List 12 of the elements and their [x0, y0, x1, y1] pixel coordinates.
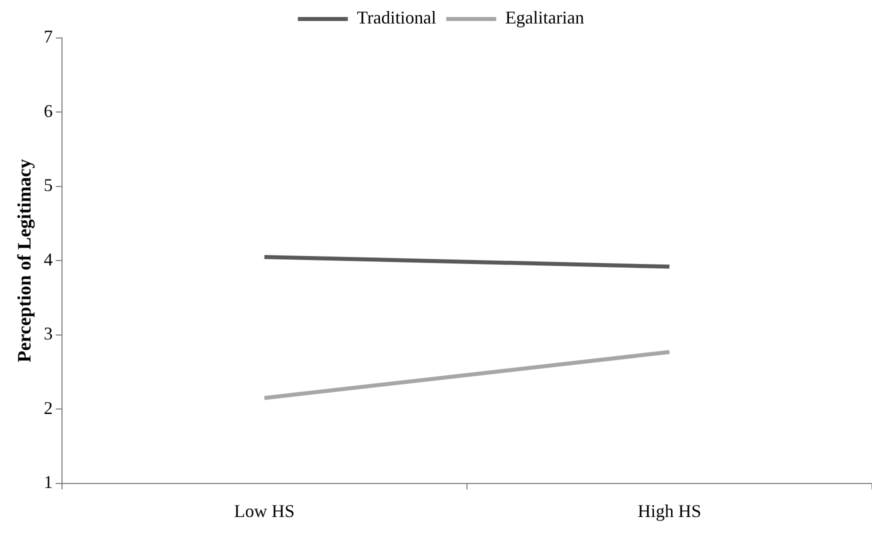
- y-axis-title: Perception of Legitimacy: [14, 158, 36, 362]
- y-tick-label: 6: [44, 100, 53, 121]
- y-tick-label: 2: [44, 398, 53, 418]
- y-tick-label: 7: [44, 26, 53, 47]
- y-tick-label: 1: [44, 472, 53, 492]
- y-tick-label: 4: [44, 249, 53, 270]
- x-tick-label: Low HS: [234, 500, 295, 521]
- legend-label: Egalitarian: [505, 8, 584, 28]
- x-tick-label: High HS: [638, 500, 702, 521]
- y-tick-label: 5: [44, 175, 53, 196]
- y-tick-label: 3: [44, 324, 53, 344]
- legend-label: Traditional: [356, 8, 436, 28]
